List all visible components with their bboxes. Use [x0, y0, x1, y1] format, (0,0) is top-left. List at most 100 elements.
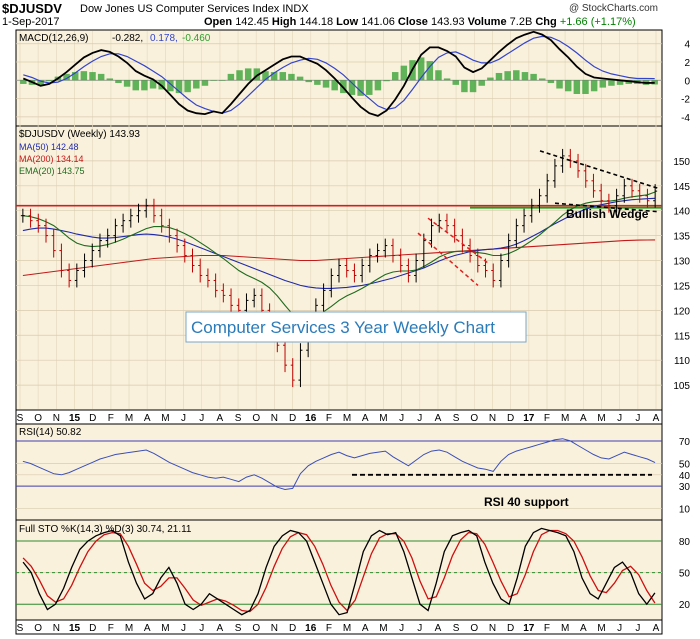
macd-histogram-bar [452, 80, 459, 85]
high-label: High [271, 16, 297, 28]
chart-caption: Computer Services 3 Year Weekly Chart [191, 318, 495, 337]
stochastic-y-tick: 50 [679, 569, 691, 580]
channel-lower-trendline [417, 232, 479, 287]
lower-x-tick: S [453, 623, 460, 634]
high-value: 144.18 [299, 16, 334, 28]
macd-histogram-bar [132, 80, 139, 91]
upper-x-tick: O [252, 413, 260, 424]
lower-x-tick: J [199, 623, 204, 634]
lower-x-tick: S [17, 623, 24, 634]
macd-histogram-bar [115, 80, 122, 84]
upper-x-tick: J [399, 413, 404, 424]
upper-x-tick: A [435, 413, 442, 424]
macd-histogram-bar [443, 78, 451, 81]
macd-histogram-bar [305, 80, 312, 83]
rsi-y-tick: 50 [679, 460, 691, 471]
upper-x-tick: A [144, 413, 151, 424]
macd-legend-value: -0.282, [112, 33, 143, 44]
lower-x-tick: A [217, 623, 224, 634]
macd-histogram-bar [391, 72, 399, 81]
macd-histogram-bar [495, 72, 503, 81]
macd-histogram-bar [80, 71, 88, 81]
macd-histogram-bar [357, 80, 364, 96]
upper-x-tick: M [343, 413, 351, 424]
upper-x-tick: S [235, 413, 242, 424]
lower-x-tick: D [289, 623, 296, 634]
lower-x-tick: J [399, 623, 404, 634]
price-y-tick: 140 [673, 207, 690, 218]
lower-x-tick: M [561, 623, 569, 634]
lower-x-tick: M [125, 623, 133, 634]
macd-histogram-bar [193, 80, 200, 89]
upper-x-tick: S [453, 413, 460, 424]
sto-k-line [22, 527, 656, 616]
lower-x-tick: F [544, 623, 550, 634]
lower-x-tick: N [489, 623, 496, 634]
macd-histogram-bar [314, 80, 321, 85]
lower-x-tick: A [580, 623, 587, 634]
macd-histogram-bar [184, 80, 191, 93]
lower-x-tick: A [435, 623, 442, 634]
macd-histogram-bar [461, 80, 468, 93]
close-label: Close [397, 16, 428, 28]
date-label: 1-Sep-2017 [2, 16, 60, 28]
rsi-y-tick: 10 [679, 505, 691, 516]
macd-histogram-bar [599, 80, 607, 88]
close-value: 143.93 [430, 16, 465, 28]
lower-x-tick: N [271, 623, 278, 634]
lower-x-tick: M [343, 623, 351, 634]
macd-histogram-bar [322, 80, 330, 88]
macd-histogram-bar [210, 80, 217, 81]
macd-histogram-bar [530, 73, 537, 81]
upper-x-tick: D [89, 413, 96, 424]
macd-histogram-bar [374, 80, 382, 91]
volume-label: Volume [467, 16, 507, 28]
upper-x-tick: 17 [523, 413, 535, 424]
macd-y-tick: 4 [684, 40, 690, 51]
lower-x-tick: S [235, 623, 242, 634]
upper-x-tick: S [17, 413, 24, 424]
upper-x-tick: A [362, 413, 369, 424]
macd-histogram-bar [97, 73, 105, 81]
macd-signal-line [23, 35, 655, 114]
macd-histogram-bar [253, 68, 261, 81]
lower-x-tick: 16 [305, 623, 317, 634]
macd-histogram-bar [590, 80, 598, 92]
lower-x-tick: O [34, 623, 42, 634]
upper-x-tick: J [199, 413, 204, 424]
macd-histogram-bar [400, 65, 408, 81]
price-y-tick: 110 [674, 356, 690, 367]
price-y-tick: 120 [673, 306, 690, 317]
upper-x-axis [15, 409, 663, 425]
macd-histogram-bar [123, 80, 131, 87]
price-ema20-line [22, 191, 656, 319]
lower-x-tick: O [470, 623, 478, 634]
upper-x-tick: J [635, 413, 640, 424]
stochastic-y-tick: 20 [679, 600, 691, 611]
price-y-tick: 150 [673, 157, 690, 168]
lower-x-tick: M [379, 623, 387, 634]
ohlc-stats: Open 142.45 High 144.18 Low 141.06 Close… [204, 16, 636, 28]
low-value: 141.06 [361, 16, 395, 28]
macd-histogram-bar [513, 70, 520, 81]
lower-x-tick: A [144, 623, 151, 634]
upper-x-tick: A [580, 413, 587, 424]
lower-x-tick: N [53, 623, 60, 634]
lower-x-tick: J [181, 623, 186, 634]
macd-histogram-bar [279, 72, 287, 81]
lower-x-tick: A [653, 623, 660, 634]
macd-histogram-bar [175, 80, 183, 94]
panel-stochastic [15, 519, 663, 621]
upper-x-tick: M [597, 413, 605, 424]
price-y-tick: 115 [674, 331, 690, 342]
lower-x-tick: J [617, 623, 622, 634]
chg-label: Chg [535, 16, 557, 28]
macd-histogram-bar [331, 80, 338, 91]
upper-x-tick: N [271, 413, 278, 424]
price-y-tick: 145 [673, 182, 690, 193]
macd-histogram-bar [219, 80, 226, 81]
price-y-tick: 135 [673, 232, 690, 243]
price-y-tick: 130 [673, 257, 690, 268]
rsi-title: RSI(14) 50.82 [19, 427, 82, 438]
macd-histogram-bar [582, 80, 589, 94]
